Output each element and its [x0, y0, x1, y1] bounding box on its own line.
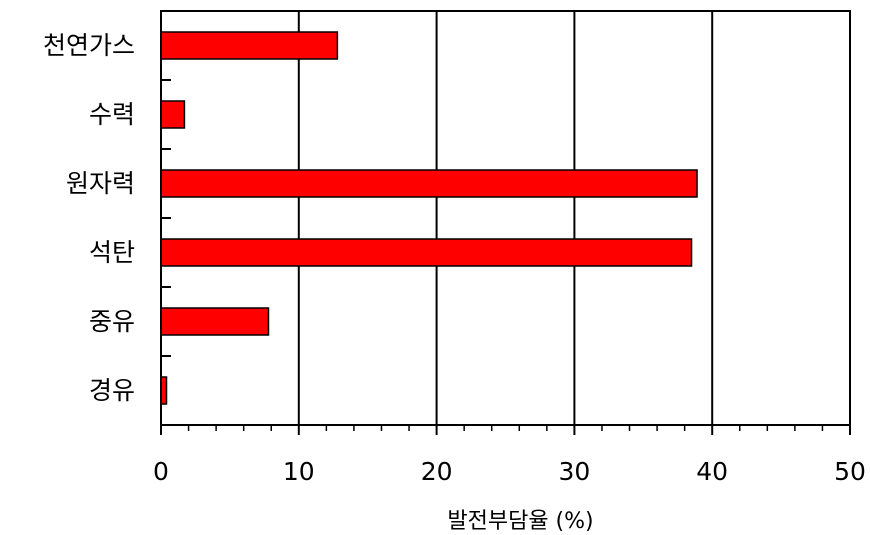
x-tick-label-50: 50 — [834, 457, 866, 486]
x-tick-label-0: 0 — [153, 457, 169, 486]
category-label-1: 천연가스 — [43, 31, 135, 60]
bars — [160, 31, 698, 405]
category-label-5: 중유 — [89, 307, 135, 336]
plot-frame — [160, 10, 851, 426]
category-label-6: 경유 — [89, 376, 135, 405]
x-tick-label-20: 20 — [421, 457, 453, 486]
bar-4 — [160, 238, 693, 267]
grid-lines — [297, 11, 714, 425]
x-tick-label-30: 30 — [558, 457, 590, 486]
category-label-4: 석탄 — [89, 238, 135, 267]
category-label-3: 원자력 — [66, 169, 135, 198]
bar-2 — [160, 100, 186, 129]
axis-ticks — [160, 79, 851, 435]
bar-3 — [160, 169, 698, 198]
x-tick-label-40: 40 — [696, 457, 728, 486]
bar-5 — [160, 307, 270, 336]
category-label-2: 수력 — [89, 100, 135, 129]
bar-1 — [160, 31, 339, 60]
x-tick-labels: 0 10 20 30 40 50 — [153, 457, 866, 486]
x-axis-title: 발전부담율 (%) — [447, 509, 593, 534]
x-tick-label-10: 10 — [283, 457, 315, 486]
